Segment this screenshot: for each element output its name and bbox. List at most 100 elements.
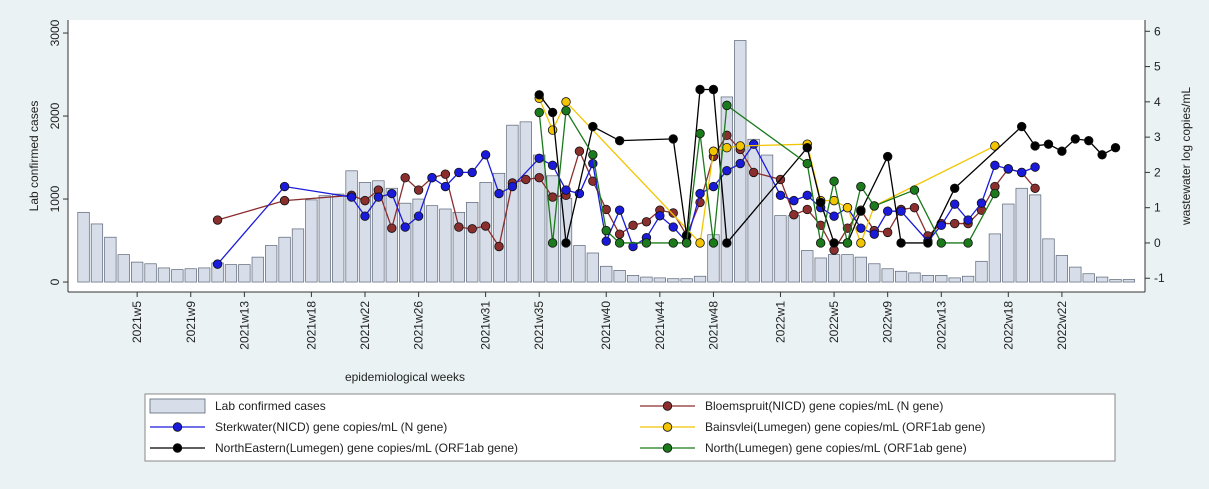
legend-marker xyxy=(172,422,183,432)
bar xyxy=(975,260,988,283)
series-marker xyxy=(748,167,759,178)
bar xyxy=(466,202,479,283)
series-marker xyxy=(923,238,933,248)
series-marker xyxy=(373,192,384,202)
bar xyxy=(345,170,358,283)
bar xyxy=(77,211,90,283)
series-marker xyxy=(413,211,424,221)
bar xyxy=(251,256,264,283)
bar xyxy=(841,254,854,283)
bar xyxy=(961,275,975,283)
series-marker xyxy=(480,150,491,160)
bar xyxy=(492,172,506,283)
series-marker xyxy=(668,134,678,144)
bar xyxy=(707,234,720,283)
series-marker xyxy=(695,128,705,139)
bar xyxy=(1122,279,1136,283)
legend-swatch xyxy=(149,398,206,414)
bar xyxy=(1028,194,1042,283)
series-marker xyxy=(494,241,504,252)
bar xyxy=(452,211,465,283)
series-marker xyxy=(655,211,665,221)
series-marker xyxy=(346,192,357,202)
series-marker xyxy=(641,217,652,227)
series-marker xyxy=(789,195,799,206)
bar xyxy=(291,228,305,283)
bar xyxy=(787,215,800,283)
x-tick-label: 2022w13 xyxy=(934,301,948,350)
series-marker xyxy=(1110,143,1121,153)
series-marker xyxy=(494,188,504,199)
bar xyxy=(1069,266,1082,283)
bar xyxy=(479,182,492,283)
bar xyxy=(626,275,640,283)
series-marker xyxy=(588,150,598,160)
series-marker xyxy=(976,198,987,208)
y2-tick-label: -1 xyxy=(1154,271,1165,285)
legend-label: Bloemspruit(NICD) gene copies/mL (N gene… xyxy=(705,399,943,413)
series-marker xyxy=(467,167,477,178)
y2-tick-label: 4 xyxy=(1154,95,1161,109)
x-tick-label: 2021w40 xyxy=(599,301,613,350)
y-tick-label: 3000 xyxy=(48,19,62,46)
series-marker xyxy=(1003,164,1013,174)
y2-tick-label: 6 xyxy=(1154,24,1161,38)
series-marker xyxy=(990,160,1000,171)
series-marker xyxy=(547,238,558,248)
series-marker xyxy=(708,146,719,156)
x-tick-label: 2021w22 xyxy=(358,301,372,350)
series-marker xyxy=(561,97,571,107)
series-marker xyxy=(641,238,652,248)
series-marker xyxy=(1043,139,1054,149)
x-tick-label: 2022w22 xyxy=(1055,301,1069,350)
bar xyxy=(117,254,130,283)
x-axis-title: epidemiological weeks xyxy=(345,370,465,384)
series-marker xyxy=(454,167,464,178)
bar xyxy=(894,270,908,283)
series-marker xyxy=(735,158,745,169)
bar xyxy=(600,265,613,283)
x-tick-label: 2021w9 xyxy=(184,301,198,343)
bar xyxy=(613,270,626,283)
series-marker xyxy=(1084,135,1094,146)
bar xyxy=(385,187,398,283)
series-marker xyxy=(1070,134,1081,144)
series-marker xyxy=(561,238,571,248)
series-marker xyxy=(360,211,370,221)
series-marker xyxy=(614,135,625,146)
bar xyxy=(868,263,881,283)
bar xyxy=(372,180,385,283)
series-marker xyxy=(561,105,571,116)
bar xyxy=(546,175,559,283)
series-line xyxy=(538,104,996,244)
y-tick-label: 2000 xyxy=(48,102,62,129)
bar xyxy=(305,199,318,283)
bar xyxy=(988,233,1002,283)
series-marker xyxy=(896,206,906,216)
series-marker xyxy=(413,185,424,195)
legend xyxy=(144,393,1116,462)
series-marker xyxy=(963,215,973,225)
series-marker xyxy=(534,107,544,118)
bar xyxy=(760,154,774,283)
series-marker xyxy=(467,224,477,234)
bar xyxy=(1055,255,1069,283)
series-marker xyxy=(856,238,866,248)
bar xyxy=(399,202,412,283)
series-marker xyxy=(842,238,853,248)
bar xyxy=(801,250,814,283)
x-tick-label: 2021w18 xyxy=(304,301,318,350)
bar xyxy=(425,205,439,283)
series-marker xyxy=(869,229,879,239)
series-marker xyxy=(400,222,410,232)
bar xyxy=(412,198,425,283)
x-tick-label: 2022w5 xyxy=(827,301,841,343)
series-marker xyxy=(735,141,745,151)
x-tick-label: 2021w13 xyxy=(237,301,251,350)
series-marker xyxy=(681,238,692,248)
series-marker xyxy=(869,201,879,211)
x-tick-label: 2021w48 xyxy=(706,301,720,350)
legend-label: Lab confirmed cases xyxy=(215,399,326,413)
legend-label: NorthEastern(Lumegen) gene copies/mL (OR… xyxy=(215,441,518,455)
series-marker xyxy=(440,181,451,192)
